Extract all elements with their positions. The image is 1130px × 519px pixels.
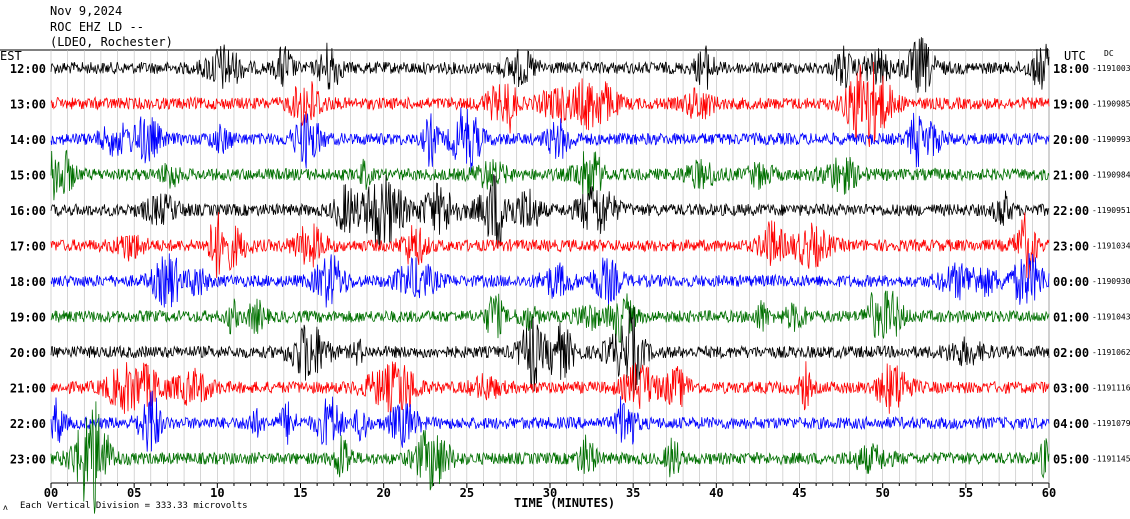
utc-time-label: 19:00 bbox=[1053, 98, 1089, 112]
est-time-label: 19:00 bbox=[10, 311, 46, 325]
x-tick-label: 05 bbox=[127, 486, 141, 500]
utc-time-label: 05:00 bbox=[1053, 453, 1089, 467]
trace-row-1900 bbox=[50, 290, 1050, 343]
dc-offset-label: -1190985 bbox=[1092, 100, 1130, 109]
x-tick-label: 55 bbox=[959, 486, 973, 500]
est-time-label: 16:00 bbox=[10, 204, 46, 218]
x-tick-label: 10 bbox=[210, 486, 224, 500]
est-time-label: 13:00 bbox=[10, 98, 46, 112]
utc-time-label: 03:00 bbox=[1053, 382, 1089, 396]
est-time-label: 17:00 bbox=[10, 240, 46, 254]
utc-time-label: 22:00 bbox=[1053, 204, 1089, 218]
trace-row-1300 bbox=[50, 61, 1050, 148]
x-tick-label: 00 bbox=[44, 486, 58, 500]
x-tick-label: 15 bbox=[293, 486, 307, 500]
trace-row-1600 bbox=[50, 174, 1050, 249]
utc-time-label: 02:00 bbox=[1053, 346, 1089, 360]
trace-row-1800 bbox=[50, 253, 1050, 308]
utc-time-label: 18:00 bbox=[1053, 62, 1089, 76]
x-tick-label: 30 bbox=[543, 486, 557, 500]
x-axis-label: TIME (MINUTES) bbox=[514, 496, 615, 510]
network-label: (LDEO, Rochester) bbox=[50, 35, 173, 49]
dc-offset-label: -1190993 bbox=[1092, 135, 1130, 144]
x-tick-label: 50 bbox=[875, 486, 889, 500]
trace-row-1700 bbox=[50, 211, 1050, 279]
date-label: Nov 9,2024 bbox=[50, 4, 122, 18]
est-time-label: 12:00 bbox=[10, 62, 46, 76]
dc-offset-label: -1191062 bbox=[1092, 348, 1130, 357]
x-tick-label: 60 bbox=[1042, 486, 1056, 500]
utc-time-label: 01:00 bbox=[1053, 311, 1089, 325]
est-time-label: 21:00 bbox=[10, 382, 46, 396]
station-label: ROC EHZ LD -- bbox=[50, 20, 144, 34]
x-tick-label: 25 bbox=[460, 486, 474, 500]
est-time-label: 15:00 bbox=[10, 169, 46, 183]
utc-time-label: 21:00 bbox=[1053, 169, 1089, 183]
est-time-label: 18:00 bbox=[10, 275, 46, 289]
dc-offset-label: -1191003 bbox=[1092, 64, 1130, 73]
utc-time-label: 00:00 bbox=[1053, 275, 1089, 289]
utc-time-label: 04:00 bbox=[1053, 417, 1089, 431]
trace-row-2300 bbox=[50, 401, 1050, 514]
dc-offset-label: -1191043 bbox=[1092, 313, 1130, 322]
scale-note: Each Vertical Division = 333.33 microvol… bbox=[20, 501, 248, 511]
dc-offset-label: -1190951 bbox=[1092, 206, 1130, 215]
trace-row-2100 bbox=[50, 361, 1050, 414]
trace-row-2200 bbox=[50, 390, 1050, 452]
dc-offset-label: -1191034 bbox=[1092, 242, 1130, 251]
trace-row-1500 bbox=[50, 149, 1050, 201]
trace-row-1400 bbox=[50, 107, 1050, 172]
x-tick-label: 20 bbox=[376, 486, 390, 500]
x-tick-label: 40 bbox=[709, 486, 723, 500]
left-timezone-label: EST bbox=[0, 49, 22, 63]
est-time-label: 20:00 bbox=[10, 346, 46, 360]
utc-time-label: 23:00 bbox=[1053, 240, 1089, 254]
dc-offset-label: -1191079 bbox=[1092, 419, 1130, 428]
dc-offset-label: -1191116 bbox=[1092, 384, 1130, 393]
dc-offset-label: -1191145 bbox=[1092, 455, 1130, 464]
utc-time-label: 20:00 bbox=[1053, 133, 1089, 147]
est-time-label: 22:00 bbox=[10, 417, 46, 431]
dc-offset-label: -1190984 bbox=[1092, 171, 1130, 180]
est-time-label: 23:00 bbox=[10, 453, 46, 467]
dc-offset-label: -1190930 bbox=[1092, 277, 1130, 286]
est-time-label: 14:00 bbox=[10, 133, 46, 147]
x-tick-label: 45 bbox=[792, 486, 806, 500]
right-timezone-label: UTC bbox=[1064, 49, 1086, 63]
x-tick-label: 35 bbox=[626, 486, 640, 500]
dc-label: DC bbox=[1104, 49, 1114, 58]
footer-mark: ʌ bbox=[3, 503, 8, 512]
trace-row-2000 bbox=[50, 306, 1050, 398]
